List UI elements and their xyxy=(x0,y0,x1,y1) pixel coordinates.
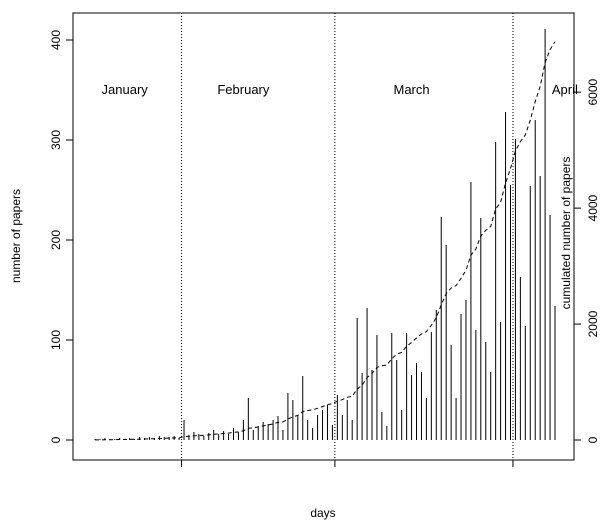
y2-axis-title: cumulated number of papers xyxy=(559,157,573,310)
month-boundary-lines xyxy=(181,13,514,460)
y2-tick-label: 0 xyxy=(586,436,600,443)
y2-tick-label: 2000 xyxy=(586,310,600,337)
y-tick-label: 0 xyxy=(49,436,63,443)
right-y-axis: 0 2000 4000 6000 xyxy=(574,79,600,443)
month-labels: January February March April xyxy=(102,82,578,97)
y-axis-title: number of papers xyxy=(9,189,23,283)
y-tick-label: 100 xyxy=(49,330,63,350)
y-tick-label: 400 xyxy=(49,30,63,50)
left-y-axis: 0 100 200 300 400 xyxy=(49,30,73,443)
month-label: March xyxy=(393,82,429,97)
daily-bars xyxy=(94,29,556,440)
x-axis-title: days xyxy=(310,506,335,520)
x-axis xyxy=(181,460,514,467)
cumulative-line xyxy=(95,41,556,441)
y2-tick-label: 4000 xyxy=(586,194,600,221)
month-label: January xyxy=(102,82,149,97)
y-tick-label: 300 xyxy=(49,130,63,150)
month-label: April xyxy=(552,82,578,97)
month-label: February xyxy=(217,82,270,97)
y-tick-label: 200 xyxy=(49,230,63,250)
cumulative-line-group xyxy=(95,41,556,441)
plot-box xyxy=(72,12,575,461)
y2-tick-label: 6000 xyxy=(586,79,600,106)
